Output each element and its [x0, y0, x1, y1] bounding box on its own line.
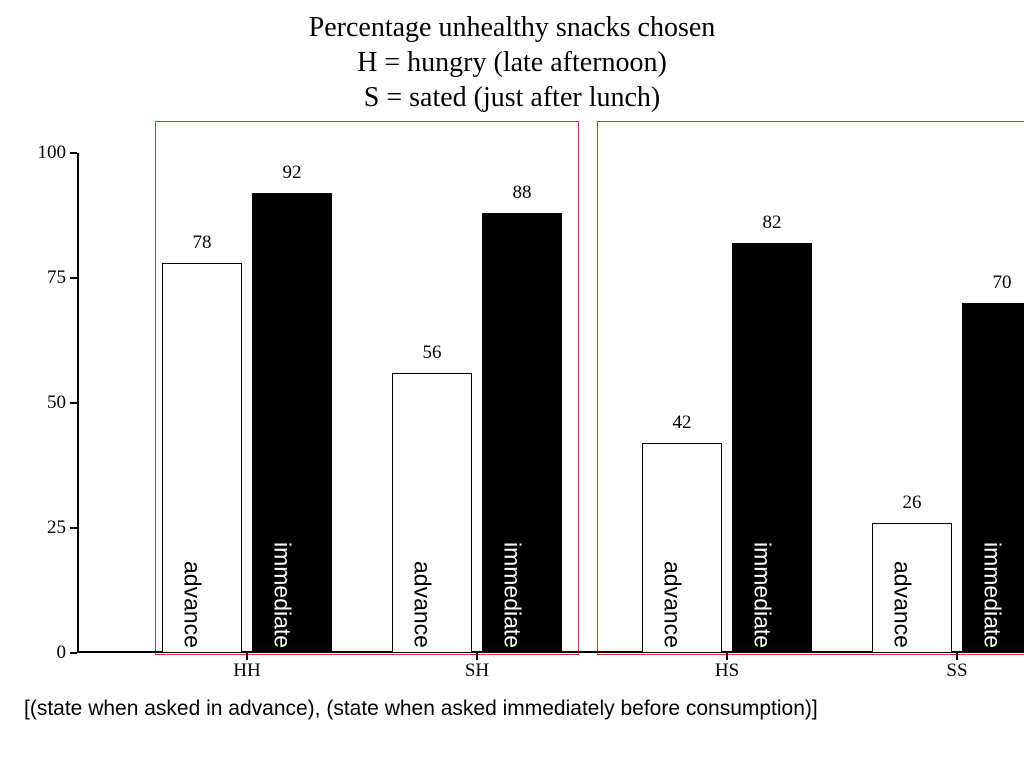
- xtick-HS: [726, 653, 728, 660]
- title-line-2: H = hungry (late afternoon): [0, 45, 1024, 80]
- bar-HS-advance: 42advance: [642, 443, 722, 653]
- bar-series-label-SS-immediate: immediate: [979, 542, 1006, 648]
- xtick-HH: [246, 653, 248, 660]
- bar-series-label-HH-immediate: immediate: [269, 542, 296, 648]
- bar-series-label-SH-advance: advance: [409, 561, 436, 648]
- bar-SH-advance: 56advance: [392, 373, 472, 653]
- bar-series-label-HS-immediate: immediate: [749, 542, 776, 648]
- title-line-1: Percentage unhealthy snacks chosen: [0, 10, 1024, 45]
- bar-HH-advance: 78advance: [162, 263, 242, 653]
- title-line-3: S = sated (just after lunch): [0, 80, 1024, 115]
- xtick-SS: [956, 653, 958, 660]
- bar-value-SS-immediate: 70: [993, 272, 1012, 294]
- ytick-label-75: 75: [16, 267, 66, 289]
- bar-HS-immediate: 82immediate: [732, 243, 812, 653]
- ytick-mark-100: [70, 152, 77, 154]
- ytick-mark-75: [70, 277, 77, 279]
- bar-value-SS-advance: 26: [903, 492, 922, 514]
- chart-caption: [(state when asked in advance), (state w…: [24, 697, 818, 721]
- ytick-label-100: 100: [16, 142, 66, 164]
- ytick-label-50: 50: [16, 392, 66, 414]
- chart-title-block: Percentage unhealthy snacks chosen H = h…: [0, 0, 1024, 115]
- bar-chart: 025507510078advance92immediateHH56advanc…: [12, 133, 1012, 693]
- bar-value-HH-advance: 78: [193, 232, 212, 254]
- bar-series-label-SH-immediate: immediate: [499, 542, 526, 648]
- ytick-label-0: 0: [16, 642, 66, 664]
- category-label-HS: HS: [715, 660, 739, 682]
- bar-value-HS-immediate: 82: [763, 212, 782, 234]
- bar-value-HH-immediate: 92: [283, 162, 302, 184]
- bar-series-label-HS-advance: advance: [659, 561, 686, 648]
- bar-SS-advance: 26advance: [872, 523, 952, 653]
- ytick-mark-50: [70, 402, 77, 404]
- y-axis: [77, 153, 79, 653]
- category-label-HH: HH: [233, 660, 260, 682]
- ytick-mark-25: [70, 527, 77, 529]
- bar-value-SH-advance: 56: [423, 342, 442, 364]
- bar-value-SH-immediate: 88: [513, 182, 532, 204]
- category-label-SH: SH: [465, 660, 489, 682]
- bar-HH-immediate: 92immediate: [252, 193, 332, 653]
- bar-series-label-HH-advance: advance: [179, 561, 206, 648]
- bar-SH-immediate: 88immediate: [482, 213, 562, 653]
- category-label-SS: SS: [946, 660, 967, 682]
- bar-value-HS-advance: 42: [673, 412, 692, 434]
- ytick-label-25: 25: [16, 517, 66, 539]
- xtick-SH: [476, 653, 478, 660]
- bar-series-label-SS-advance: advance: [889, 561, 916, 648]
- bar-SS-immediate: 70immediate: [962, 303, 1024, 653]
- ytick-mark-0: [70, 652, 77, 654]
